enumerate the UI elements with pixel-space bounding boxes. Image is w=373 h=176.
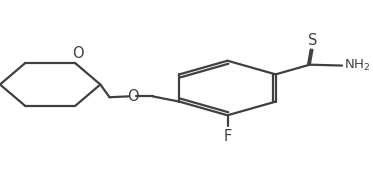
Text: S: S	[308, 33, 318, 48]
Text: F: F	[223, 129, 232, 144]
Text: O: O	[127, 89, 139, 104]
Text: NH$_2$: NH$_2$	[344, 58, 370, 73]
Text: O: O	[72, 46, 84, 61]
